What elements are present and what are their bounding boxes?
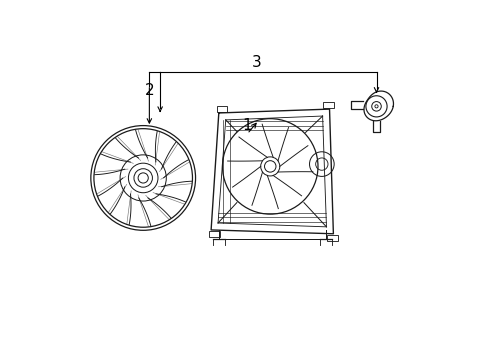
- Text: 1: 1: [242, 118, 251, 133]
- Text: 3: 3: [252, 55, 262, 70]
- Text: 2: 2: [144, 84, 154, 98]
- Bar: [326, 235, 337, 241]
- Bar: [208, 231, 219, 237]
- Bar: [216, 106, 227, 112]
- Bar: [323, 102, 333, 108]
